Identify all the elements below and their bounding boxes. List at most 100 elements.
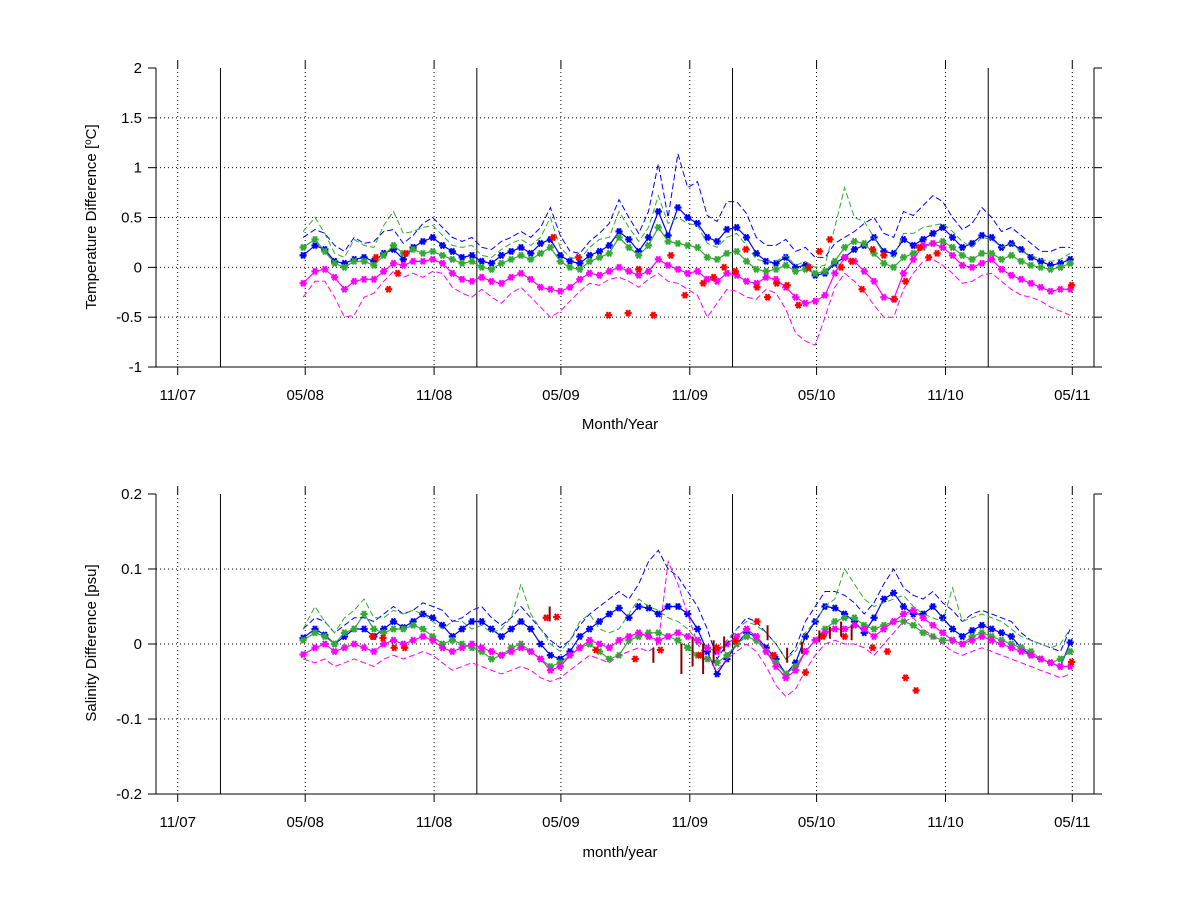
temperature-series-1-point-12: [419, 249, 427, 258]
salinity-series-2-point-69: [978, 632, 986, 641]
temperature-series-6-point-8: [635, 265, 643, 273]
temperature-series-2-point-19: [487, 277, 496, 285]
salinity-series-0-point-31: [605, 610, 613, 618]
temperature-series-1-point-62: [909, 249, 917, 258]
salinity-series-2-point-1: [311, 644, 319, 652]
salinity-series-2-point-12: [419, 632, 427, 641]
salinity-series-4: [302, 567, 1071, 660]
salinity-series-2-point-33: [625, 632, 633, 641]
temperature-series-6-point-26: [848, 257, 856, 266]
temperature-xtick-label-6: 11/10: [927, 387, 963, 404]
salinity-series-6-point-10: [713, 644, 721, 652]
salinity-series-0-point-61: [899, 602, 908, 611]
salinity-series-2-point-70: [988, 636, 996, 644]
temperature-series-1-point-11: [409, 245, 417, 254]
salinity-series-2-point-51: [801, 647, 809, 656]
temperature-series-6-point-24: [826, 235, 834, 244]
temperature-series-2-point-29: [586, 269, 594, 277]
temperature-series-2-point-64: [929, 239, 937, 248]
salinity-series-6-point-5: [553, 613, 561, 621]
salinity-series-2-point-18: [478, 644, 486, 652]
temperature-series-1-point-78: [1066, 259, 1074, 268]
salinity-series-1-point-8: [380, 629, 388, 637]
salinity-series-1-point-43: [723, 651, 731, 659]
temperature-series-2-point-9: [389, 259, 398, 268]
salinity-xtick-label-0: 11/07: [159, 814, 195, 831]
salinity-series-6-point-9: [696, 651, 704, 659]
temperature-series-1-point-70: [988, 249, 996, 258]
temperature-series-2-point-24: [536, 283, 545, 291]
salinity-series-2-point-41: [703, 644, 711, 652]
salinity-series-2-point-37: [664, 632, 672, 641]
temperature-series-6-point-19: [773, 279, 781, 287]
temperature-series-0-point-14: [438, 241, 447, 250]
temperature-series-6-point-27: [858, 285, 866, 293]
temperature-series-1-point-24: [536, 249, 545, 258]
salinity-series-0-point-66: [948, 625, 957, 633]
temperature-series-0-point-22: [517, 243, 525, 252]
salinity-series-2-point-14: [438, 644, 447, 652]
temperature-series-2-point-38: [674, 265, 682, 273]
salinity-series-2: [299, 606, 1074, 682]
temperature-series-6-point-22: [805, 263, 813, 272]
salinity-series-0-point-60: [890, 589, 898, 597]
temperature-series-1-point-25: [546, 243, 554, 252]
salinity-series-2-point-62: [909, 606, 917, 614]
temperature-series-2-point-47: [762, 273, 770, 281]
temperature-series-6-point-0: [372, 253, 380, 262]
temperature-series-2-point-30: [595, 271, 604, 279]
salinity-series-2-point-68: [968, 636, 976, 644]
temperature-series-2-point-13: [429, 255, 437, 264]
salinity-series-1-point-77: [1056, 655, 1064, 663]
temperature-xtick-label-7: 05/11: [1054, 387, 1090, 404]
salinity-series-2-point-19: [487, 647, 496, 656]
salinity-series-0-point-20: [497, 632, 505, 641]
salinity-series-0-point-22: [517, 617, 525, 626]
temperature-series-1-point-8: [380, 251, 388, 260]
salinity-series-0-point-54: [831, 604, 839, 612]
temperature-series-6-point-23: [815, 247, 823, 256]
temperature-series-6-point-12: [699, 279, 707, 287]
salinity-ytick-label-0: -0.2: [116, 786, 142, 803]
salinity-series-0-point-39: [684, 610, 692, 618]
temperature-series-2-point-73: [1017, 275, 1025, 283]
temperature-series-6-point-28: [869, 245, 877, 254]
temperature-series-1-point-42: [713, 255, 721, 264]
temperature-series-6-point-30: [890, 295, 898, 303]
salinity-series-0-point-16: [458, 625, 466, 633]
temperature-series-2-point-45: [742, 277, 751, 285]
temperature-series-2-point-58: [870, 277, 878, 285]
salinity-xtick-label-1: 05/08: [286, 814, 324, 831]
salinity-series-6-point-13: [770, 651, 778, 659]
temperature-series-0-point-21: [507, 247, 515, 256]
temperature-series-0-point-35: [644, 233, 653, 242]
salinity-series-1-point-2: [321, 632, 329, 641]
temperature-series-1-point-53: [821, 267, 829, 275]
salinity-series-2-point-0: [299, 650, 307, 659]
temperature-series-2-point-11: [409, 257, 417, 266]
temperature-series-2-point-12: [419, 257, 427, 266]
salinity-series-2-point-47: [762, 647, 770, 656]
salinity-series-0-point-13: [429, 614, 437, 622]
salinity-series-0-point-33: [625, 614, 633, 622]
temperature-series-0-point-29: [586, 251, 594, 260]
salinity-series-6-point-15: [819, 632, 827, 641]
temperature-series-0-point-43: [723, 225, 731, 234]
temperature-series-2-point-78: [1066, 285, 1074, 293]
temperature-xtick-label-0: 11/07: [159, 387, 195, 404]
temperature-series-1-point-49: [782, 261, 790, 270]
salinity-ytick-label-2: 0: [134, 636, 142, 653]
salinity-series-6-point-8: [656, 646, 664, 654]
salinity-series-2-point-73: [1017, 647, 1025, 656]
salinity-series-2-point-29: [586, 636, 594, 644]
salinity-series-6-point-7: [631, 655, 639, 663]
temperature-series-2-point-54: [831, 269, 839, 277]
salinity-series-2-point-46: [752, 632, 760, 641]
temperature-series-1-point-32: [615, 233, 623, 242]
temperature-series-6-point-4: [549, 233, 557, 242]
temperature-series-1-point-22: [517, 251, 525, 260]
salinity-series-2-point-75: [1037, 655, 1045, 663]
salinity-panel: -0.2 -0.1 0 0.1 0.2 11/07 05/08 11/08 05/09 11/09…: [83, 486, 1102, 861]
salinity-series-6-point-19: [901, 674, 910, 682]
